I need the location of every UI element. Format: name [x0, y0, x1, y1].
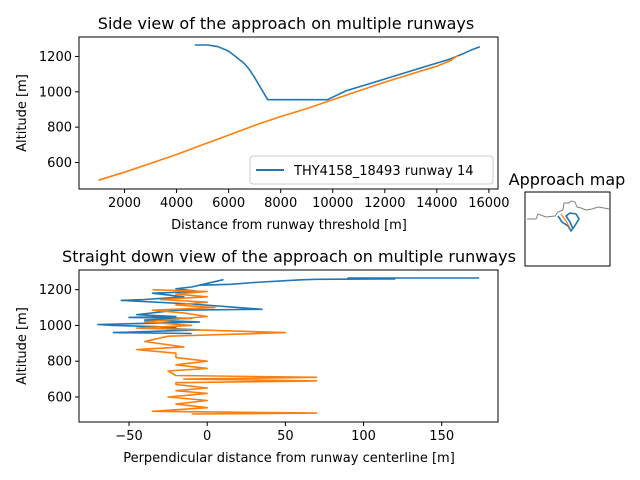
down-view-xtick-label: 150 — [429, 429, 454, 444]
down-view-xlabel: Perpendicular distance from runway cente… — [123, 451, 455, 466]
side-view-axes-frame — [78, 36, 499, 190]
side-view-series-1-line — [194, 44, 481, 101]
down-view-ylabel: Altitude [m] — [15, 307, 30, 385]
legend: THY4158_18493 runway 14 — [249, 155, 494, 185]
side-view-ytick-label: 1200 — [39, 50, 72, 65]
down-view-xtick-label: 0 — [203, 429, 211, 444]
side-view-xtick-label: 16000 — [468, 196, 509, 211]
side-view-ylabel: Altitude [m] — [15, 74, 30, 152]
approach-map-frame — [524, 191, 611, 267]
down-view-xtick-label: 100 — [351, 429, 376, 444]
side-view-panel: Side view of the approach on multiple ru… — [15, 14, 510, 233]
side-view-xtick-label: 2000 — [108, 196, 141, 211]
side-view-xtick-label: 10000 — [312, 196, 353, 211]
map-track-2 — [560, 213, 571, 229]
approach-map-title: Approach map — [509, 170, 626, 189]
side-view-xtick-label: 12000 — [364, 196, 405, 211]
down-view-series-2-line — [136, 288, 318, 415]
down-view-ytick-label: 1200 — [39, 283, 72, 298]
side-view-xtick-label: 14000 — [416, 196, 457, 211]
side-view-xtick-label: 8000 — [264, 196, 297, 211]
down-view-title: Straight down view of the approach on mu… — [62, 247, 516, 266]
down-view-ytick-label: 1000 — [39, 319, 72, 334]
side-view-ytick-label: 1000 — [39, 85, 72, 100]
side-view-series-2-line — [98, 54, 459, 181]
down-view-axes-frame — [78, 269, 499, 423]
map-coastline — [527, 200, 610, 220]
side-view-ytick-label: 600 — [47, 156, 72, 171]
down-view-xtick-label: −50 — [115, 429, 142, 444]
legend-entry: THY4158_18493 runway 14 — [293, 164, 474, 179]
side-view-title: Side view of the approach on multiple ru… — [98, 14, 474, 33]
side-view-xlabel: Distance from runway threshold [m] — [171, 218, 407, 233]
legend-box — [249, 155, 494, 185]
side-view-ytick-label: 800 — [47, 121, 72, 136]
down-view-ytick-label: 600 — [47, 390, 72, 405]
down-view-ytick-label: 800 — [47, 355, 72, 370]
down-view-panel: Straight down view of the approach on mu… — [15, 247, 516, 466]
down-view-xtick-label: 50 — [277, 429, 294, 444]
side-view-xtick-label: 6000 — [212, 196, 245, 211]
approach-map-panel: Approach map — [509, 170, 626, 267]
down-view-series-1-line — [97, 277, 480, 335]
map-track-1 — [557, 212, 580, 233]
side-view-xtick-label: 4000 — [160, 196, 193, 211]
